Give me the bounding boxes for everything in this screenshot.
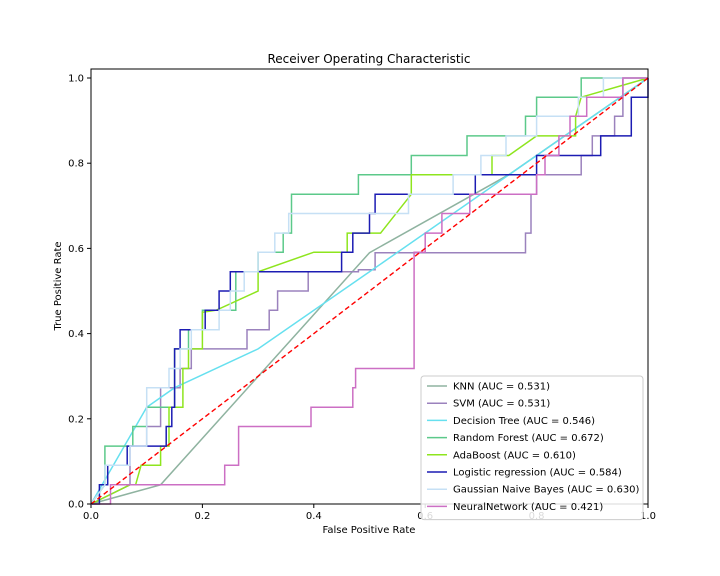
y-tick-label: 0.2 (68, 414, 84, 425)
y-tick-label: 0.6 (68, 244, 84, 255)
y-axis: 0.0 0.2 0.4 0.6 0.8 1.0 (68, 74, 91, 511)
y-tick-label: 0.4 (68, 329, 84, 340)
y-tick-label: 1.0 (68, 74, 84, 85)
legend-entry: Logistic regression (AUC = 0.584) (453, 468, 622, 479)
series-layer (90, 77, 649, 505)
legend-entry: KNN (AUC = 0.531) (453, 382, 550, 393)
x-tick-label: 0.0 (83, 511, 99, 522)
plot-frame (90, 68, 649, 505)
diagonal-reference-line (90, 77, 649, 505)
chart-title: Receiver Operating Characteristic (267, 52, 470, 66)
legend-entry: AdaBoost (AUC = 0.610) (453, 450, 576, 461)
x-tick-label: 1.0 (640, 511, 656, 522)
series-line-7 (91, 77, 648, 505)
legend-entry: Decision Tree (AUC = 0.546) (453, 416, 595, 427)
y-axis-label: True Positive Rate (53, 241, 64, 331)
legend: KNN (AUC = 0.531) SVM (AUC = 0.531) Decisi… (420, 375, 644, 521)
y-tick-label: 0.8 (68, 159, 84, 170)
legend-entry: NeuralNetwork (AUC = 0.421) (453, 502, 603, 513)
legend-box (420, 375, 644, 521)
legend-entry: SVM (AUC = 0.531) (453, 399, 550, 410)
x-axis-label: False Positive Rate (323, 525, 416, 536)
legend-entry: Gaussian Naive Bayes (AUC = 0.630) (453, 485, 640, 496)
series-line-6 (90, 77, 648, 505)
y-tick-label: 0.0 (68, 500, 84, 511)
x-tick-label: 0.2 (194, 511, 210, 522)
legend-entry: Random Forest (AUC = 0.672) (453, 433, 604, 444)
x-tick-label: 0.4 (306, 511, 322, 522)
